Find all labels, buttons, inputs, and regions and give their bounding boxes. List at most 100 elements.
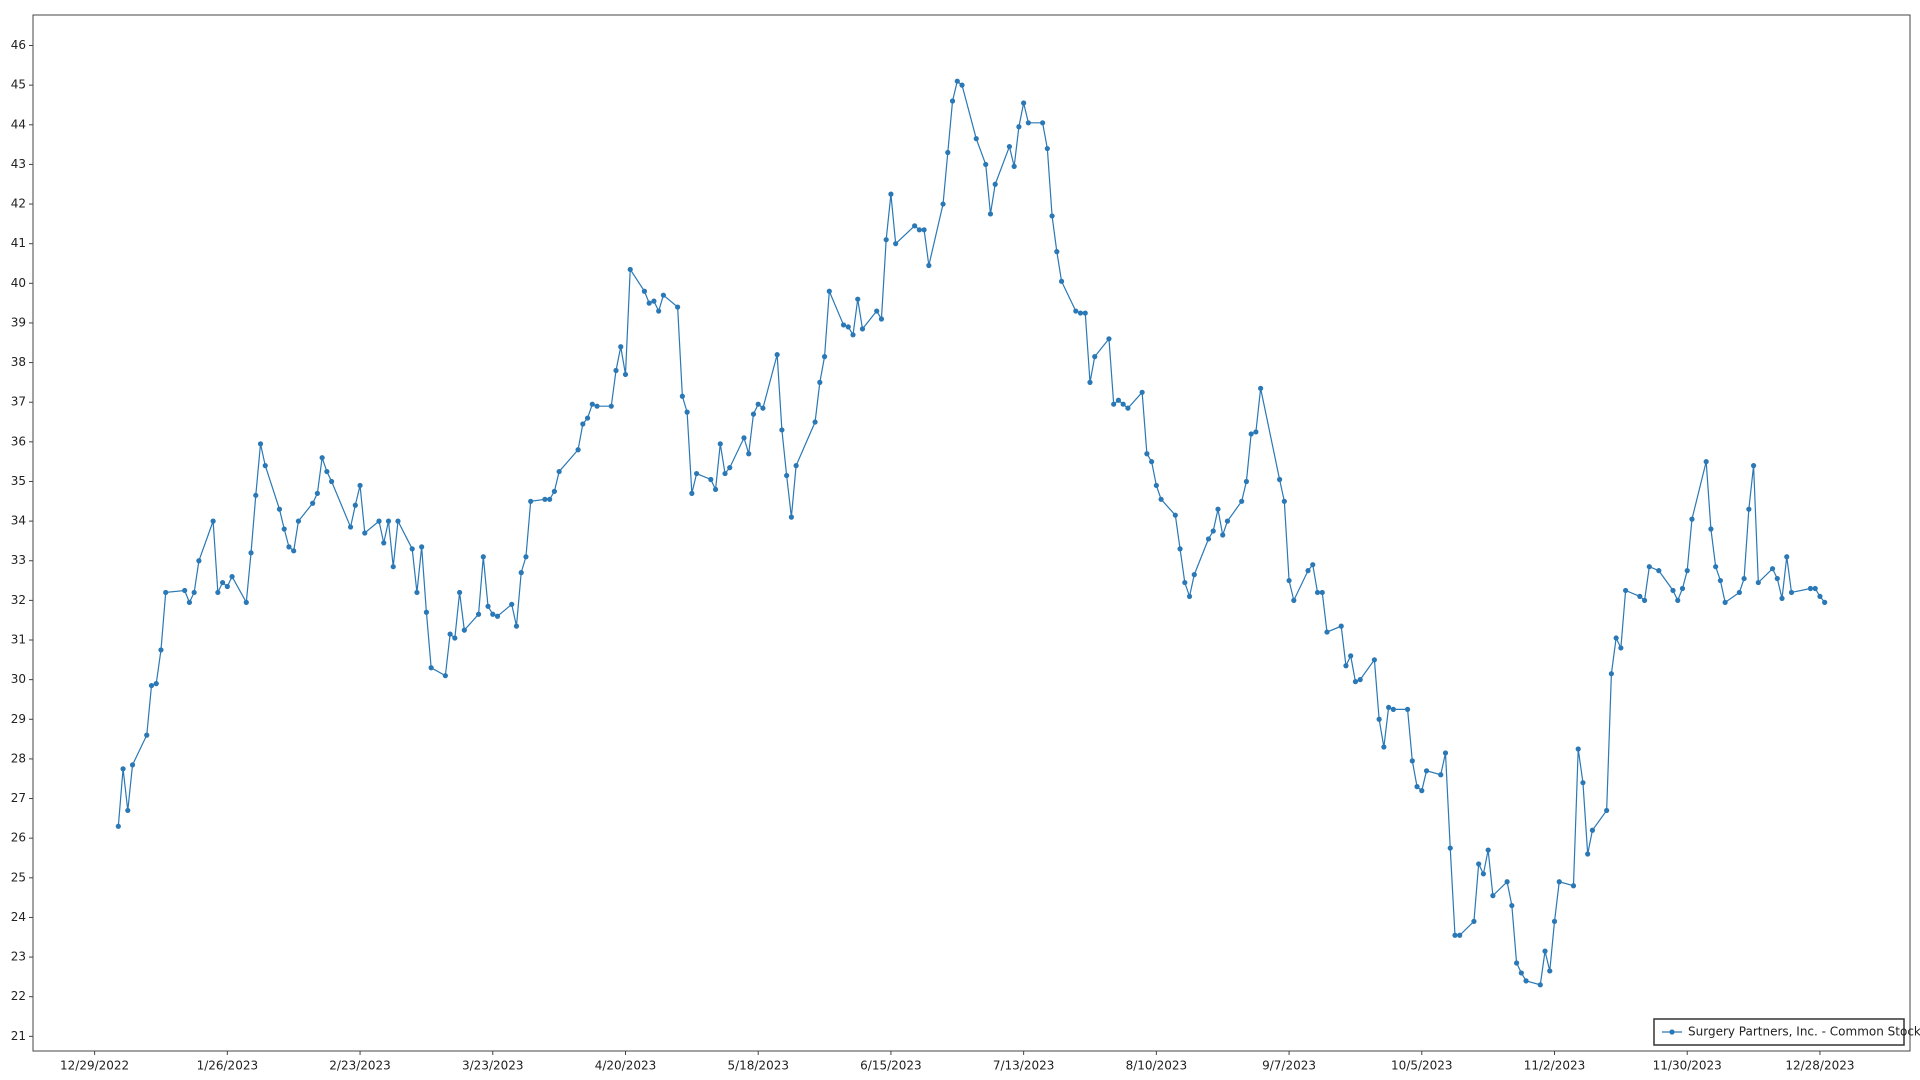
marker [1788, 589, 1795, 596]
y-tick-label: 46 [11, 38, 26, 52]
marker [1049, 213, 1055, 219]
marker [329, 478, 335, 485]
marker [1324, 629, 1330, 635]
marker [1556, 879, 1562, 885]
marker [428, 665, 434, 671]
marker [784, 472, 790, 479]
marker [523, 554, 529, 560]
marker [158, 647, 164, 653]
marker [1613, 635, 1619, 641]
marker [276, 506, 283, 512]
marker [1717, 577, 1724, 584]
marker [1423, 768, 1430, 774]
marker [1352, 679, 1359, 685]
marker [1608, 671, 1614, 677]
marker [1689, 516, 1695, 522]
marker [295, 518, 302, 524]
marker [712, 486, 719, 493]
marker [456, 589, 463, 596]
marker [390, 564, 396, 570]
marker [556, 468, 562, 475]
marker [1513, 960, 1520, 966]
marker [641, 288, 648, 294]
marker [262, 463, 268, 469]
marker [163, 589, 169, 596]
y-tick-label: 32 [11, 593, 26, 607]
marker [376, 518, 382, 524]
marker [689, 490, 695, 496]
y-tick-label: 30 [11, 672, 26, 686]
marker [1518, 970, 1524, 976]
marker [1210, 528, 1216, 534]
marker [1637, 593, 1643, 600]
legend-label: Surgery Partners, Inc. - Common Stock [1688, 1025, 1920, 1039]
marker [840, 322, 847, 328]
marker [314, 490, 320, 496]
y-tick-label: 44 [11, 117, 26, 131]
marker [191, 589, 197, 596]
marker [594, 403, 600, 409]
legend-box [1653, 1018, 1905, 1046]
marker [1177, 546, 1183, 552]
marker [125, 807, 131, 814]
marker [855, 296, 861, 302]
x-tick-label: 5/18/2023 [727, 1059, 789, 1073]
marker [1239, 498, 1245, 504]
x-tick-label: 11/30/2023 [1653, 1059, 1722, 1073]
marker [722, 470, 728, 477]
marker [1106, 336, 1112, 342]
marker [1746, 506, 1752, 512]
y-tick-label: 39 [11, 315, 26, 329]
marker [584, 415, 591, 421]
x-tick-label: 10/5/2023 [1391, 1059, 1453, 1073]
y-tick-label: 45 [11, 78, 26, 92]
plot-frame [32, 14, 1911, 1052]
marker [1220, 532, 1226, 538]
marker [509, 601, 515, 607]
marker [1504, 879, 1510, 885]
marker [755, 401, 761, 407]
marker [1575, 746, 1581, 752]
marker [1817, 593, 1823, 600]
marker [1016, 124, 1022, 130]
marker [442, 673, 448, 679]
marker [1243, 478, 1250, 485]
marker [1310, 562, 1316, 568]
marker [513, 623, 520, 629]
marker [746, 451, 752, 457]
y-tick-label: 27 [11, 791, 26, 805]
marker [1604, 807, 1610, 814]
marker [741, 435, 747, 441]
marker [319, 455, 325, 461]
marker [845, 324, 851, 330]
marker [651, 298, 657, 304]
marker [385, 518, 392, 524]
marker [912, 223, 918, 229]
marker [452, 635, 458, 641]
y-tick-label: 36 [11, 434, 26, 448]
marker [1286, 577, 1292, 584]
marker [1276, 476, 1283, 483]
marker [1248, 431, 1254, 437]
y-tick-label: 24 [11, 910, 26, 924]
marker [878, 316, 885, 322]
x-tick-label: 7/13/2023 [993, 1059, 1055, 1073]
marker [1357, 677, 1363, 683]
marker [1115, 397, 1122, 403]
marker [1708, 526, 1714, 532]
marker [575, 447, 581, 453]
marker [144, 732, 150, 738]
marker [1807, 585, 1814, 592]
marker [347, 524, 354, 530]
marker [1675, 597, 1681, 603]
marker [1480, 871, 1487, 877]
marker [1414, 784, 1420, 790]
marker [129, 762, 136, 768]
marker [1457, 932, 1463, 938]
marker [1736, 589, 1742, 596]
marker [1191, 572, 1197, 578]
marker [1703, 459, 1709, 465]
marker [954, 78, 960, 84]
marker [1338, 623, 1344, 629]
marker [1291, 597, 1297, 603]
